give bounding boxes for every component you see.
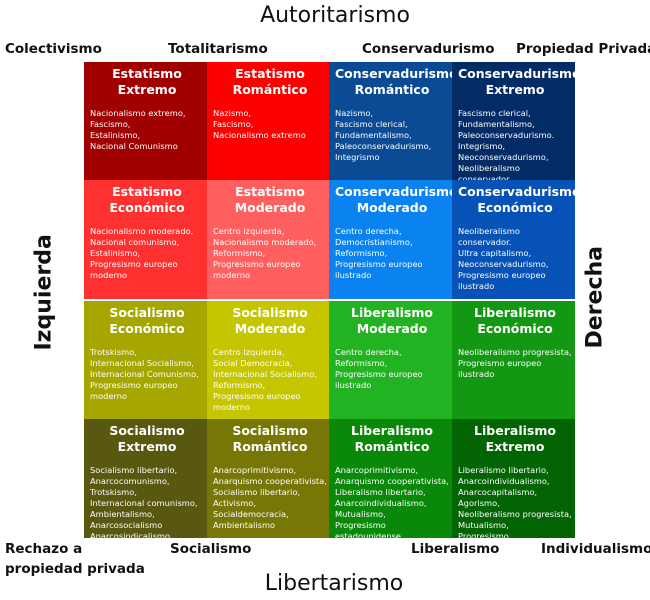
cell-title: Conservadurismo Extremo bbox=[458, 66, 575, 97]
cell-title: Socialismo Extremo bbox=[109, 423, 185, 454]
cell-title: Socialismo Económico bbox=[109, 305, 185, 336]
cell-items: Centro izquierda, Nacionalismo moderado,… bbox=[213, 226, 317, 280]
quadrant-socialismo: Socialismo Económico Trotskismo, Internac… bbox=[84, 301, 330, 538]
cell-items: Liberalismo libertario, Anarcoindividual… bbox=[458, 465, 572, 538]
cell-title: Estatismo Romántico bbox=[232, 66, 308, 97]
cell-title: Liberalismo Romántico bbox=[351, 423, 433, 454]
ideology-cell: Liberalismo Extremo Liberalismo libertari… bbox=[452, 419, 575, 538]
cell-items: Trotskismo, Internacional Socialismo, In… bbox=[90, 347, 199, 401]
cell-items: Nazismo, Fascismo clerical, Fundamentali… bbox=[335, 108, 432, 162]
label-rechazo-line2: propiedad privada bbox=[5, 561, 145, 577]
axis-title-left: Izquierda bbox=[31, 234, 57, 351]
quadrant-liberalismo: Liberalismo Moderado Centro derecha, Refo… bbox=[329, 301, 575, 538]
label-conservadurismo: Conservadurismo bbox=[362, 41, 495, 57]
ideology-cell: Socialismo Económico Trotskismo, Internac… bbox=[84, 301, 207, 419]
cell-title: Liberalismo Moderado bbox=[351, 305, 433, 336]
label-socialismo: Socialismo bbox=[170, 541, 252, 557]
cell-items: Centro derecha, Reformismo, Progresismo … bbox=[335, 347, 423, 390]
cell-title: Conservadurismo Moderado bbox=[335, 184, 452, 215]
ideology-cell: Conservadurismo Extremo Fascismo clerical… bbox=[452, 62, 575, 180]
cell-title: Liberalismo Extremo bbox=[474, 423, 556, 454]
ideology-cell: Conservadurismo Romántico Nazismo, Fascis… bbox=[329, 62, 452, 180]
ideology-cell: Estatismo Romántico Nazismo, Fascismo, Na… bbox=[207, 62, 330, 180]
ideology-cell: Socialismo Moderado Centro Izquierda, Soc… bbox=[207, 301, 330, 419]
cell-items: Centro Izquierda, Social Democracia, Int… bbox=[213, 347, 317, 412]
axis-title-bottom: Libertarismo bbox=[264, 571, 404, 596]
label-rechazo-line1: Rechazo a bbox=[5, 541, 83, 557]
ideology-cell: Socialismo Romántico Anarcoprimitivismo, … bbox=[207, 419, 330, 538]
ideology-cell: Liberalismo Moderado Centro derecha, Refo… bbox=[329, 301, 452, 419]
cell-items: Anarcoprimitivismo, Anarquismo cooperati… bbox=[213, 465, 327, 530]
label-liberalismo: Liberalismo bbox=[411, 541, 500, 557]
ideology-cell: Estatismo Extremo Nacionalismo extremo, F… bbox=[84, 62, 207, 180]
quadrant-conservadurismo: Conservadurismo Romántico Nazismo, Fascis… bbox=[329, 62, 575, 299]
cell-title: Conservadurismo Romántico bbox=[335, 66, 452, 97]
ideology-cell: Estatismo Moderado Centro izquierda, Naci… bbox=[207, 180, 330, 299]
cell-items: Anarcoprimitivismo, Anarquismo cooperati… bbox=[335, 465, 449, 538]
ideology-cell: Conservadurismo Económico Neoliberalismo … bbox=[452, 180, 575, 299]
ideology-cell: Liberalismo Romántico Anarcoprimitivismo,… bbox=[329, 419, 452, 538]
cell-title: Estatismo Económico bbox=[109, 184, 185, 215]
cell-items: Neoliberalismo progresista, Progreismo e… bbox=[458, 347, 572, 379]
label-totalitarismo: Totalitarismo bbox=[168, 41, 268, 57]
label-colectivismo: Colectivismo bbox=[5, 41, 102, 57]
ideology-cell: Conservadurismo Moderado Centro derecha, … bbox=[329, 180, 452, 299]
cell-title: Socialismo Romántico bbox=[232, 423, 308, 454]
cell-title: Estatismo Moderado bbox=[234, 184, 306, 215]
cell-title: Conservadurismo Económico bbox=[458, 184, 575, 215]
cell-items: Socialismo libertario, Anarcocomunismo, … bbox=[90, 465, 198, 538]
quadrant-estatismo: Estatismo Extremo Nacionalismo extremo, F… bbox=[84, 62, 330, 299]
cell-items: Neoliberalismo conservador. Ultra capita… bbox=[458, 226, 549, 291]
cell-items: Nacionalismo extremo, Fascismo, Estalini… bbox=[90, 108, 186, 151]
cell-items: Nacionalismo moderado, Nacional comunism… bbox=[90, 226, 194, 280]
ideology-cell: Liberalismo Económico Neoliberalismo prog… bbox=[452, 301, 575, 419]
label-propiedad-privada: Propiedad Privada bbox=[516, 41, 650, 57]
ideology-cell: Socialismo Extremo Socialismo libertario,… bbox=[84, 419, 207, 538]
label-individualismo: Individualismo bbox=[541, 541, 650, 557]
cell-title: Socialismo Moderado bbox=[232, 305, 308, 336]
axis-title-top: Autoritarismo bbox=[260, 3, 410, 28]
cell-items: Centro derecha, Democristianismo, Reform… bbox=[335, 226, 423, 280]
axis-title-right: Derecha bbox=[582, 245, 608, 349]
cell-items: Fascismo clerical, Fundamentalismo, Pale… bbox=[458, 108, 555, 180]
ideology-cell: Estatismo Económico Nacionalismo moderado… bbox=[84, 180, 207, 299]
cell-items: Nazismo, Fascismo, Nacionalismo extremo bbox=[213, 108, 306, 140]
cell-title: Liberalismo Económico bbox=[474, 305, 556, 336]
cell-title: Estatismo Extremo bbox=[112, 66, 182, 97]
